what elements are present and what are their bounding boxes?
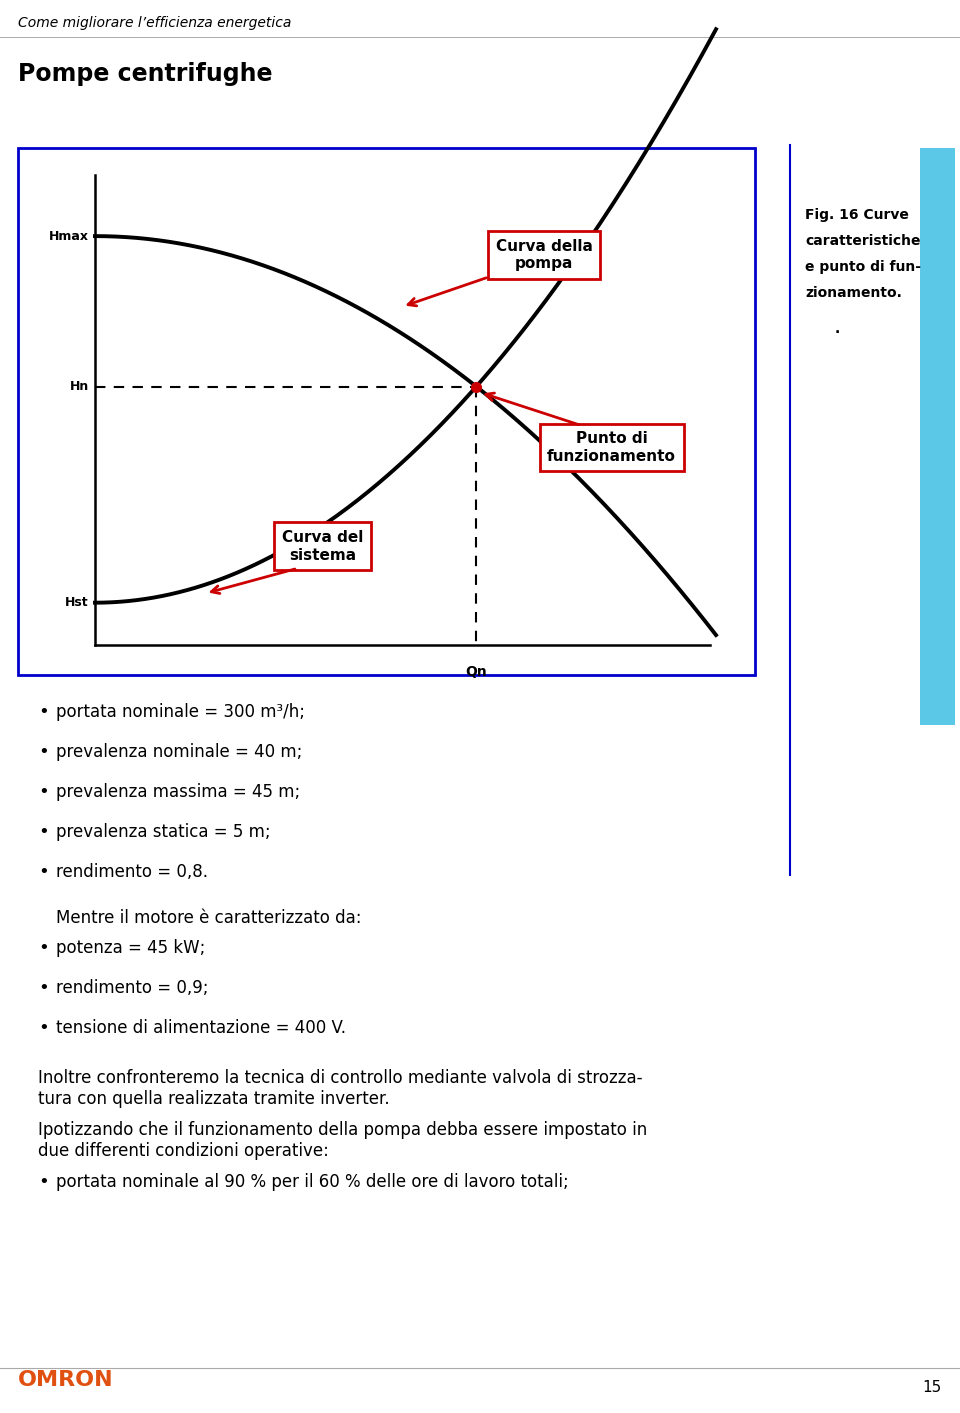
Text: •: • xyxy=(38,704,49,721)
Text: zionamento.: zionamento. xyxy=(805,285,901,300)
Text: Hmax: Hmax xyxy=(49,229,89,243)
Text: •: • xyxy=(38,940,49,957)
Text: •: • xyxy=(38,1019,49,1037)
Bar xyxy=(920,148,955,725)
Text: tensione di alimentazione = 400 V.: tensione di alimentazione = 400 V. xyxy=(56,1019,346,1037)
Text: prevalenza statica = 5 m;: prevalenza statica = 5 m; xyxy=(56,822,271,841)
Text: caratteristiche: caratteristiche xyxy=(805,235,921,249)
Text: portata nominale = 300 m³/h;: portata nominale = 300 m³/h; xyxy=(56,704,305,721)
Text: e punto di fun-: e punto di fun- xyxy=(805,260,921,274)
Text: OMRON: OMRON xyxy=(18,1371,113,1390)
Bar xyxy=(18,148,755,675)
Text: •: • xyxy=(38,822,49,841)
Text: Come migliorare l’efficienza energetica: Come migliorare l’efficienza energetica xyxy=(18,16,292,30)
Text: •: • xyxy=(38,783,49,801)
Text: Curva del
sistema: Curva del sistema xyxy=(282,530,363,562)
Text: Inoltre confronteremo la tecnica di controllo mediante valvola di strozza-
tura : Inoltre confronteremo la tecnica di cont… xyxy=(38,1070,642,1108)
Text: •: • xyxy=(38,979,49,998)
Text: •: • xyxy=(38,863,49,880)
Text: rendimento = 0,8.: rendimento = 0,8. xyxy=(56,863,208,880)
Text: prevalenza massima = 45 m;: prevalenza massima = 45 m; xyxy=(56,783,300,801)
Text: Hst: Hst xyxy=(65,596,89,609)
Text: prevalenza nominale = 40 m;: prevalenza nominale = 40 m; xyxy=(56,743,302,762)
Text: Fig. 16 Curve: Fig. 16 Curve xyxy=(805,208,909,222)
Text: Punto di
funzionamento: Punto di funzionamento xyxy=(547,431,676,463)
Text: portata nominale al 90 % per il 60 % delle ore di lavoro totali;: portata nominale al 90 % per il 60 % del… xyxy=(56,1173,568,1191)
Text: Mentre il motore è caratterizzato da:: Mentre il motore è caratterizzato da: xyxy=(56,909,362,927)
Text: .: . xyxy=(835,322,840,336)
Text: Qn: Qn xyxy=(466,666,487,680)
Text: •: • xyxy=(38,1173,49,1191)
Text: Ipotizzando che il funzionamento della pompa debba essere impostato in
due diffe: Ipotizzando che il funzionamento della p… xyxy=(38,1121,647,1160)
Text: Pompe centrifughe: Pompe centrifughe xyxy=(18,62,273,86)
Text: Curva della
pompa: Curva della pompa xyxy=(495,239,592,271)
Text: rendimento = 0,9;: rendimento = 0,9; xyxy=(56,979,208,998)
Text: 15: 15 xyxy=(923,1381,942,1395)
Text: Hn: Hn xyxy=(70,380,89,393)
Text: potenza = 45 kW;: potenza = 45 kW; xyxy=(56,940,205,957)
Text: •: • xyxy=(38,743,49,762)
